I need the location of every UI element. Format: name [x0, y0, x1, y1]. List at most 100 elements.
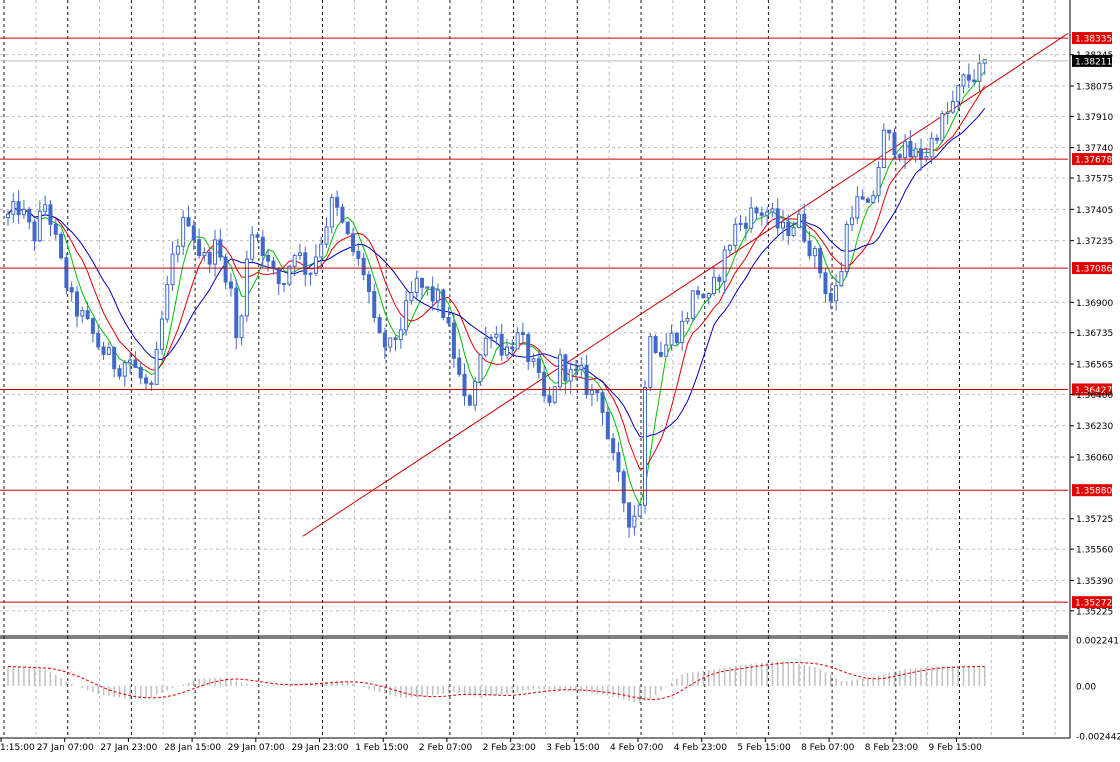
candle [542, 365, 547, 403]
candle-body [303, 252, 308, 275]
candle-body [133, 359, 138, 368]
candle-body [552, 386, 557, 403]
candle-body [11, 201, 16, 215]
candle [53, 218, 58, 240]
candle-body [398, 329, 403, 341]
candle [579, 356, 584, 379]
candle-body [727, 244, 732, 251]
candle-body [743, 222, 748, 229]
price-tick-label: 1.38075 [1076, 82, 1113, 92]
candle-body [425, 286, 430, 289]
candle [611, 433, 616, 461]
candle [420, 277, 425, 299]
candle-body [457, 357, 462, 375]
candle [21, 199, 26, 219]
candle-body [669, 332, 674, 346]
osc-tick-label: 0.002241 [1076, 637, 1119, 647]
candle-body [356, 250, 361, 259]
candle-body [568, 368, 573, 382]
candle [786, 214, 791, 245]
candle-body [775, 208, 780, 229]
candle-body [653, 336, 658, 354]
candle-body [324, 226, 329, 245]
candle [690, 290, 695, 322]
candle-body [712, 276, 717, 295]
candle-body [908, 140, 913, 158]
candle-body [266, 255, 271, 262]
candle [202, 247, 207, 262]
candle [855, 186, 860, 224]
time-tick-label: 27 Jan 07:00 [37, 743, 94, 753]
price-tick-label: 1.36900 [1076, 299, 1113, 309]
candle-body [377, 317, 382, 334]
candle [213, 229, 218, 277]
candle-body [828, 292, 833, 302]
price-tick-label: 1.37575 [1076, 175, 1113, 185]
candle-body [982, 59, 987, 64]
candle [128, 353, 133, 374]
candle [828, 283, 833, 310]
candle [6, 210, 10, 226]
candle [430, 276, 435, 311]
candle-body [255, 234, 260, 238]
level-label-bg [1072, 153, 1112, 166]
level-label: 1.36427 [1072, 383, 1112, 396]
candle [96, 324, 101, 351]
candle [43, 195, 48, 216]
candle-body [515, 332, 520, 350]
candle [144, 374, 149, 390]
candle-body [409, 291, 414, 302]
candle-body [250, 234, 255, 260]
candle-body [489, 336, 494, 339]
candle-body [913, 148, 918, 158]
time-tick-label: 8 Feb 07:00 [801, 743, 855, 753]
candle [674, 331, 679, 346]
grid-layer [0, 0, 1071, 739]
candle-body [345, 221, 350, 235]
candle-body [977, 62, 982, 82]
candle [276, 266, 281, 295]
candle-body [101, 346, 106, 355]
candle [865, 197, 870, 203]
candle-body [154, 348, 159, 385]
candle-body [382, 332, 387, 348]
candle-body [510, 346, 515, 350]
candle-body [276, 268, 281, 284]
candle [382, 327, 387, 360]
candle [712, 266, 717, 296]
candle-body [435, 289, 440, 302]
candle [648, 332, 653, 391]
candle [807, 231, 812, 260]
candle-body [85, 310, 90, 320]
time-tick-label: 2 Feb 23:00 [483, 743, 537, 753]
candle-body [366, 274, 371, 293]
candle-body [818, 248, 823, 274]
candle-body [473, 381, 478, 406]
candle-body [765, 211, 770, 216]
candle [133, 351, 138, 368]
time-tick-label: 9 Feb 15:00 [929, 743, 983, 753]
time-tick-label: 2 Feb 07:00 [419, 743, 473, 753]
candle [940, 110, 945, 143]
osc-signal-line [7, 662, 985, 700]
candle [664, 333, 669, 357]
candle [680, 310, 685, 352]
candle-body [876, 166, 881, 196]
candle [356, 243, 361, 266]
candle [457, 349, 462, 377]
time-tick-label: 5 Feb 15:00 [737, 743, 791, 753]
candle [738, 215, 743, 232]
price-tick-label: 1.35560 [1076, 546, 1113, 556]
candle-body [75, 291, 80, 317]
horizontal-levels[interactable]: 1.38335 1.37678 1.37086 1.36427 1.35880 1.352… [0, 32, 1112, 609]
candle-body [32, 221, 37, 242]
candle-body [823, 272, 828, 294]
candle-body [956, 85, 961, 102]
candle-body [950, 100, 955, 113]
candle-body [648, 336, 653, 388]
candle-body [504, 346, 509, 356]
candle [733, 218, 738, 252]
candle [228, 273, 233, 297]
